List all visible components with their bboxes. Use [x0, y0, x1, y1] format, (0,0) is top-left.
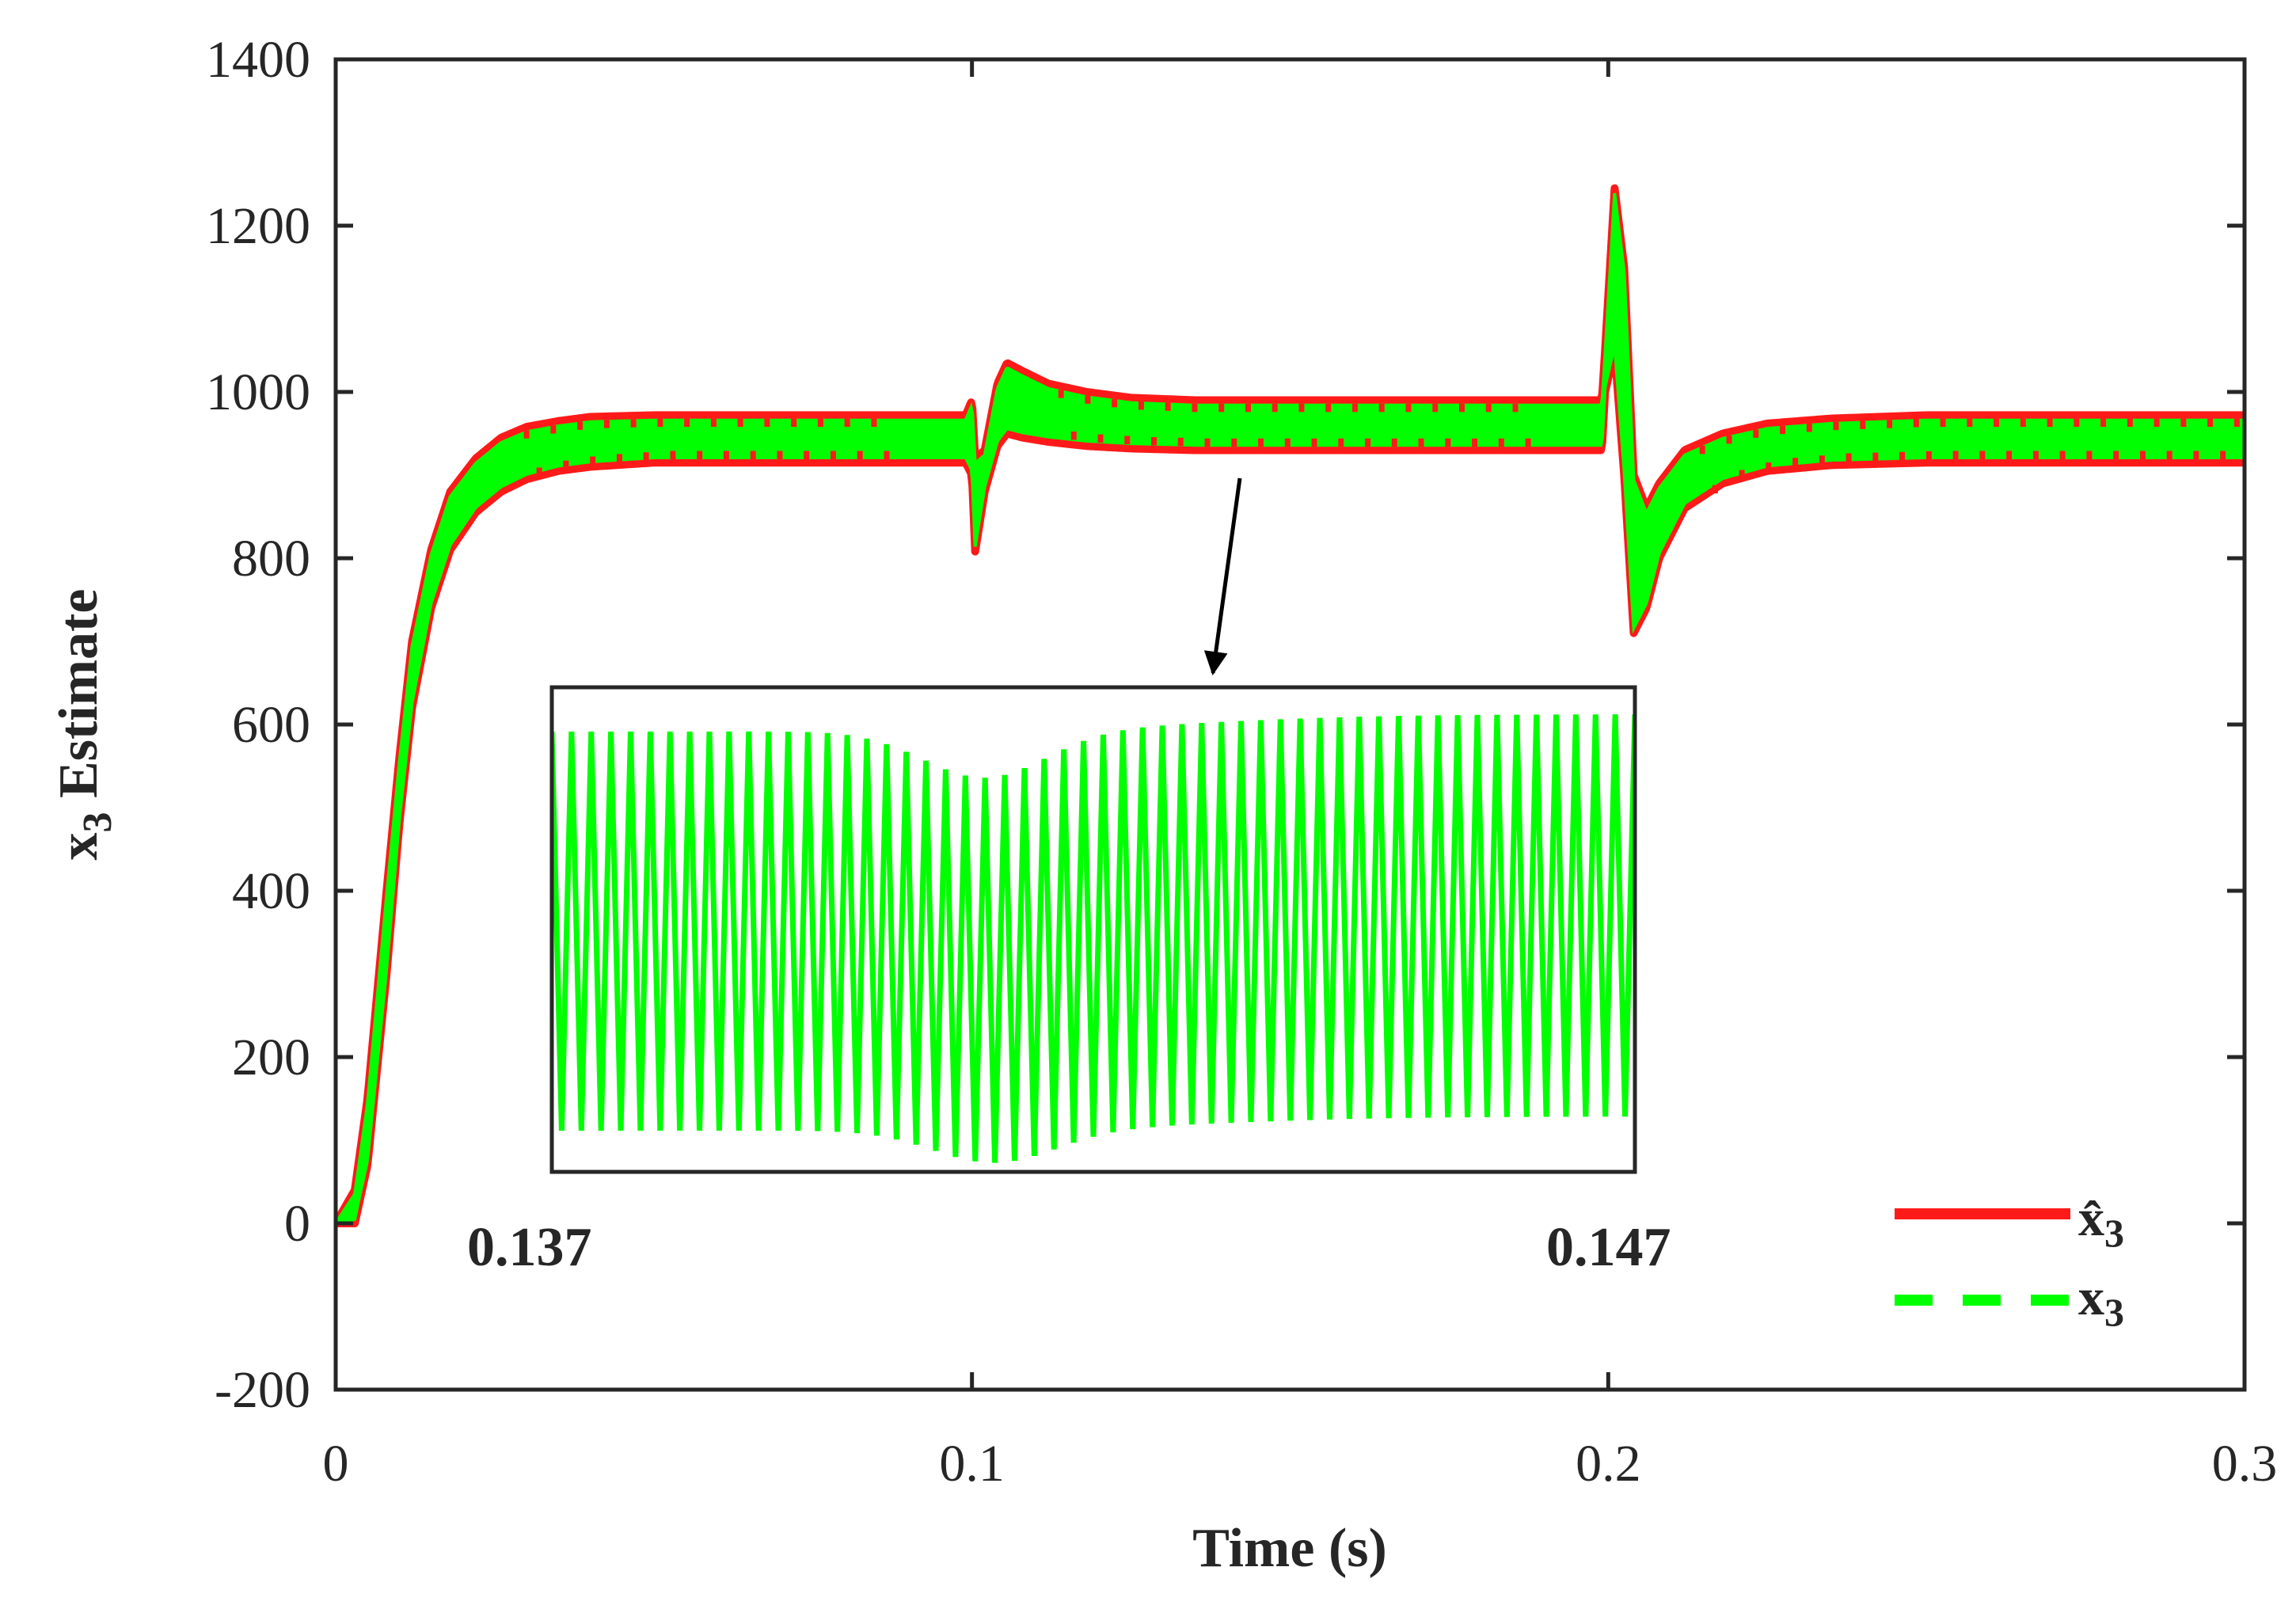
x-axis-title: Time (s): [1192, 1518, 1387, 1579]
y-tick-label: 200: [232, 1029, 310, 1086]
y-axis-title-main: x: [48, 832, 109, 860]
legend: x̂3 x3: [1895, 1189, 2124, 1334]
x-tick-label: 0.3: [2212, 1435, 2278, 1493]
inset-border: [549, 685, 1637, 1174]
y-tick-label: 800: [232, 530, 310, 588]
y-tick-label: 1200: [206, 197, 310, 255]
y-tick-label: -200: [215, 1361, 310, 1419]
inset-x-start-label: 0.137: [467, 1217, 592, 1278]
y-axis-title: x3 Estimate: [48, 589, 120, 861]
series-x3-band: [336, 192, 2245, 1226]
legend-label-x3-sub: 3: [2104, 1290, 2124, 1334]
x-tick-label: 0.2: [1576, 1435, 1641, 1493]
legend-label-xhat3-sub: 3: [2104, 1211, 2124, 1255]
legend-label-xhat3: x̂3: [2078, 1189, 2124, 1255]
zoom-arrow: [1203, 477, 1242, 675]
y-tick-label: 1400: [206, 31, 310, 89]
inset-series: [552, 714, 1635, 1163]
y-axis-title-rest: Estimate: [48, 589, 109, 812]
inset-oscillation-x3: [552, 714, 1635, 1163]
legend-label-x3-main: x: [2078, 1268, 2104, 1326]
y-tick-label: 400: [232, 862, 310, 920]
y-axis-title-subscript: 3: [75, 812, 120, 832]
series-layer: [336, 184, 2245, 1227]
x-tick-label: 0.1: [939, 1435, 1005, 1493]
y-tick-label: 600: [232, 696, 310, 754]
y-tick-label: 1000: [206, 363, 310, 421]
inset-x-end-label: 0.147: [1546, 1217, 1671, 1278]
inset-zoom: [549, 685, 1637, 1174]
legend-label-xhat3-main: x̂: [2078, 1189, 2104, 1247]
legend-label-x3: x3: [2078, 1268, 2124, 1334]
y-tick-label: 0: [284, 1195, 310, 1253]
x-tick-label: 0: [323, 1435, 349, 1493]
series-xhat3-overlay: [523, 390, 2240, 494]
axes-frame: [333, 57, 2247, 1392]
